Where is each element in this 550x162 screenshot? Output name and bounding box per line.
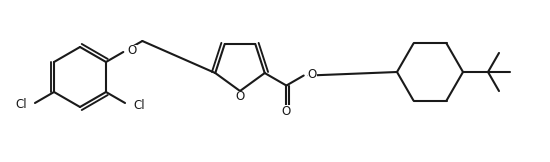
Text: O: O [282,105,291,118]
Text: O: O [307,68,317,81]
Text: O: O [235,91,245,104]
Text: Cl: Cl [133,98,145,111]
Text: Cl: Cl [15,98,27,111]
Text: O: O [127,45,136,58]
